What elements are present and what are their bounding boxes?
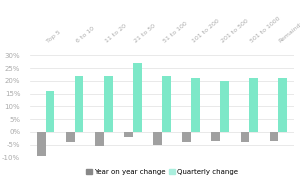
Bar bbox=[269, 132, 278, 141]
Bar bbox=[249, 78, 258, 132]
Bar bbox=[278, 78, 286, 132]
Bar bbox=[75, 76, 83, 132]
Bar bbox=[212, 132, 220, 141]
Bar bbox=[38, 132, 46, 156]
Bar bbox=[95, 132, 104, 146]
Bar bbox=[124, 132, 133, 137]
Bar bbox=[104, 76, 112, 132]
Bar bbox=[46, 91, 55, 132]
Bar bbox=[241, 132, 249, 142]
Bar bbox=[162, 76, 170, 132]
Bar bbox=[66, 132, 75, 142]
Bar bbox=[182, 132, 190, 142]
Legend: Year on year change, Quarterly change: Year on year change, Quarterly change bbox=[83, 166, 241, 178]
Bar bbox=[220, 81, 229, 132]
Bar bbox=[154, 132, 162, 145]
Bar bbox=[191, 78, 200, 132]
Bar bbox=[134, 63, 142, 132]
